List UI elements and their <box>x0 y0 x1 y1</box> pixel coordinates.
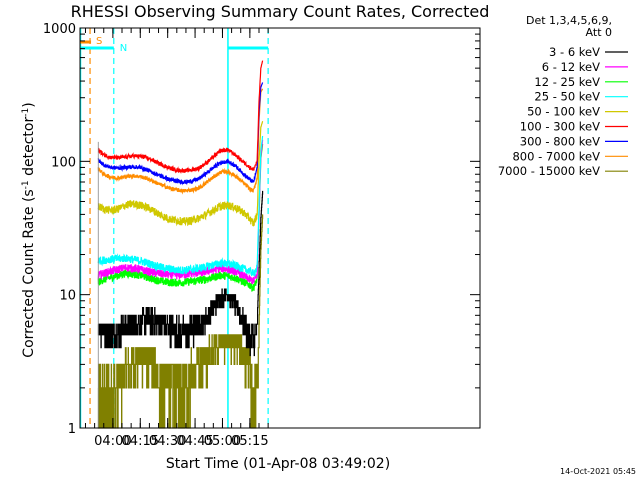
legend-header: Det 1,3,4,5,6,9, <box>526 14 612 27</box>
x-tick-label: 04:00 <box>94 434 131 449</box>
series-line-1 <box>97 190 264 357</box>
x-tick-label: 04:45 <box>176 434 213 449</box>
series-line-4 <box>97 135 264 277</box>
plot-area: SN <box>79 28 269 429</box>
legend-entry-label: 50 - 100 keV <box>527 105 600 119</box>
y-tick-label: 100 <box>51 155 76 170</box>
y-tick-label: 1000 <box>43 22 76 37</box>
x-tick-label: 04:15 <box>122 434 159 449</box>
legend-entry-label: 3 - 6 keV <box>549 45 600 59</box>
series-line-8 <box>97 88 264 195</box>
plot-frame <box>79 27 481 429</box>
x-tick-label: 05:15 <box>231 434 268 449</box>
legend-entry-label: 12 - 25 keV <box>534 75 600 89</box>
saa-label: S <box>96 36 102 47</box>
chart-title: RHESSI Observing Summary Count Rates, Co… <box>71 2 490 21</box>
y-tick-label: 10 <box>59 289 76 304</box>
series-line-6 <box>97 60 264 175</box>
x-axis-label: Start Time (01-Apr-08 03:49:02) <box>166 456 390 472</box>
legend-entry-label: 800 - 7000 keV <box>512 149 600 163</box>
legend-entry-label: 6 - 12 keV <box>542 60 600 74</box>
x-tick-label: 05:00 <box>204 434 241 449</box>
legend-entry-label: 25 - 50 keV <box>534 90 600 104</box>
legend-header: Att 0 <box>586 26 612 39</box>
series-line-5 <box>97 121 264 227</box>
legend-entry-label: 7000 - 15000 keV <box>498 164 600 178</box>
series-line-3 <box>97 143 264 292</box>
series-line-9 <box>97 214 264 429</box>
series-line-7 <box>97 82 264 186</box>
legend-entry-label: 300 - 800 keV <box>520 134 600 148</box>
legend-entry-label: 100 - 300 keV <box>520 120 600 134</box>
night-label: N <box>120 43 127 54</box>
x-tick-label: 04:30 <box>149 434 186 449</box>
y-tick-label: 1 <box>68 422 76 437</box>
y-axis-label: Corrected Count Rate (s-1 detector-1) <box>21 102 37 357</box>
generation-timestamp: 14-Oct-2021 05:45 <box>560 467 636 476</box>
